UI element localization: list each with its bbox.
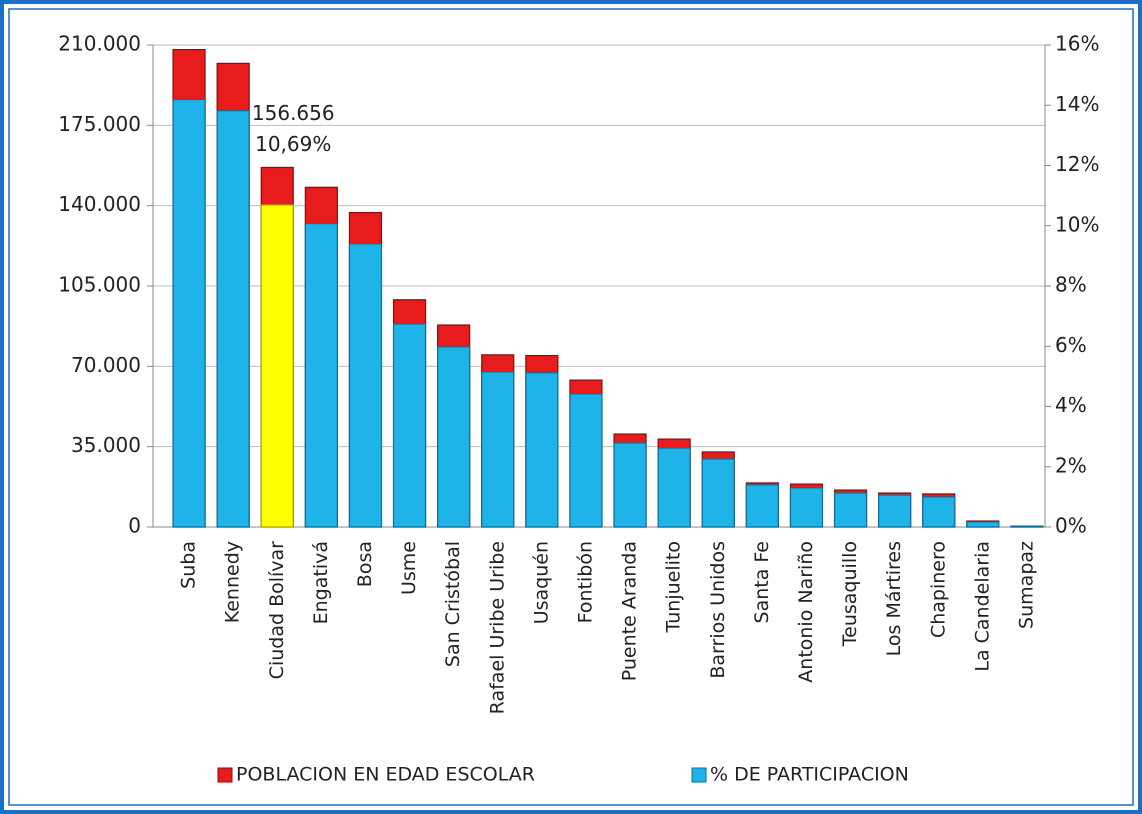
bar [260,204,294,528]
bar [701,458,735,528]
x-tick-label: Usaquén [530,541,552,624]
y2-tick-label: 4% [1055,393,1087,417]
bar [172,98,206,528]
y2-tick-label: 6% [1055,333,1087,357]
y-tick-label: 140.000 [58,192,141,216]
bar [657,447,691,528]
bar [216,110,250,528]
x-tick-label: Suba [178,541,200,589]
legend-swatch [217,767,233,783]
x-tick-label: Puente Aranda [619,541,641,681]
x-tick-label: San Cristóbal [442,541,464,667]
bar [1010,525,1044,528]
bar [304,223,338,528]
y2-tick-label: 14% [1055,92,1099,116]
y-tick-label: 70.000 [71,353,141,377]
x-tick-label: Kennedy [222,541,244,623]
x-tick-label: Rafael Uribe Uribe [486,541,508,714]
x-tick-label: Antonio Nariño [795,541,817,683]
y2-tick-label: 8% [1055,273,1087,297]
y-tick-label: 105.000 [58,273,141,297]
y2-tick-label: 0% [1055,514,1087,538]
x-tick-label: Los Mártires [883,541,905,656]
x-tick-label: Santa Fe [751,541,773,623]
x-tick-label: Chapinero [927,541,949,638]
y2-tick-label: 12% [1055,152,1099,176]
bar [613,442,647,528]
frame-inner [8,8,1134,806]
y2-tick-label: 10% [1055,212,1099,236]
x-tick-label: Engativá [310,541,332,624]
y-tick-label: 35.000 [71,433,141,457]
y-tick-label: 175.000 [58,112,141,136]
x-tick-label: Ciudad Bolívar [266,541,288,679]
y2-tick-label: 16% [1055,32,1099,56]
bar [745,484,779,528]
x-tick-label: Barrios Unidos [707,541,729,679]
bar [789,487,824,528]
bar [481,371,515,528]
y-tick-label: 0 [128,514,141,538]
x-tick-label: Fontibón [574,541,596,623]
bar [392,323,427,528]
data-label: 156.656 [252,101,335,125]
x-tick-label: Bosa [354,541,376,587]
legend-swatch [691,767,707,783]
bar [437,346,471,528]
bar [922,496,956,528]
x-tick-label: Usme [398,541,420,595]
bar [569,393,603,528]
bar [878,494,912,528]
x-tick-label: Tunjuelito [663,541,685,633]
legend-label: POBLACION EN EDAD ESCOLAR [236,764,535,786]
bar [833,492,868,528]
y2-tick-label: 2% [1055,453,1087,477]
y-tick-label: 210.000 [58,32,141,56]
bar [525,372,559,528]
x-tick-label: La Candelaria [971,541,993,672]
bar [966,521,1000,528]
x-tick-label: Sumapaz [1015,541,1037,629]
legend-label: % DE PARTICIPACION [710,764,909,786]
x-tick-label: Teusaquillo [839,541,861,647]
data-label: 10,69% [255,132,331,156]
bar [348,243,383,528]
